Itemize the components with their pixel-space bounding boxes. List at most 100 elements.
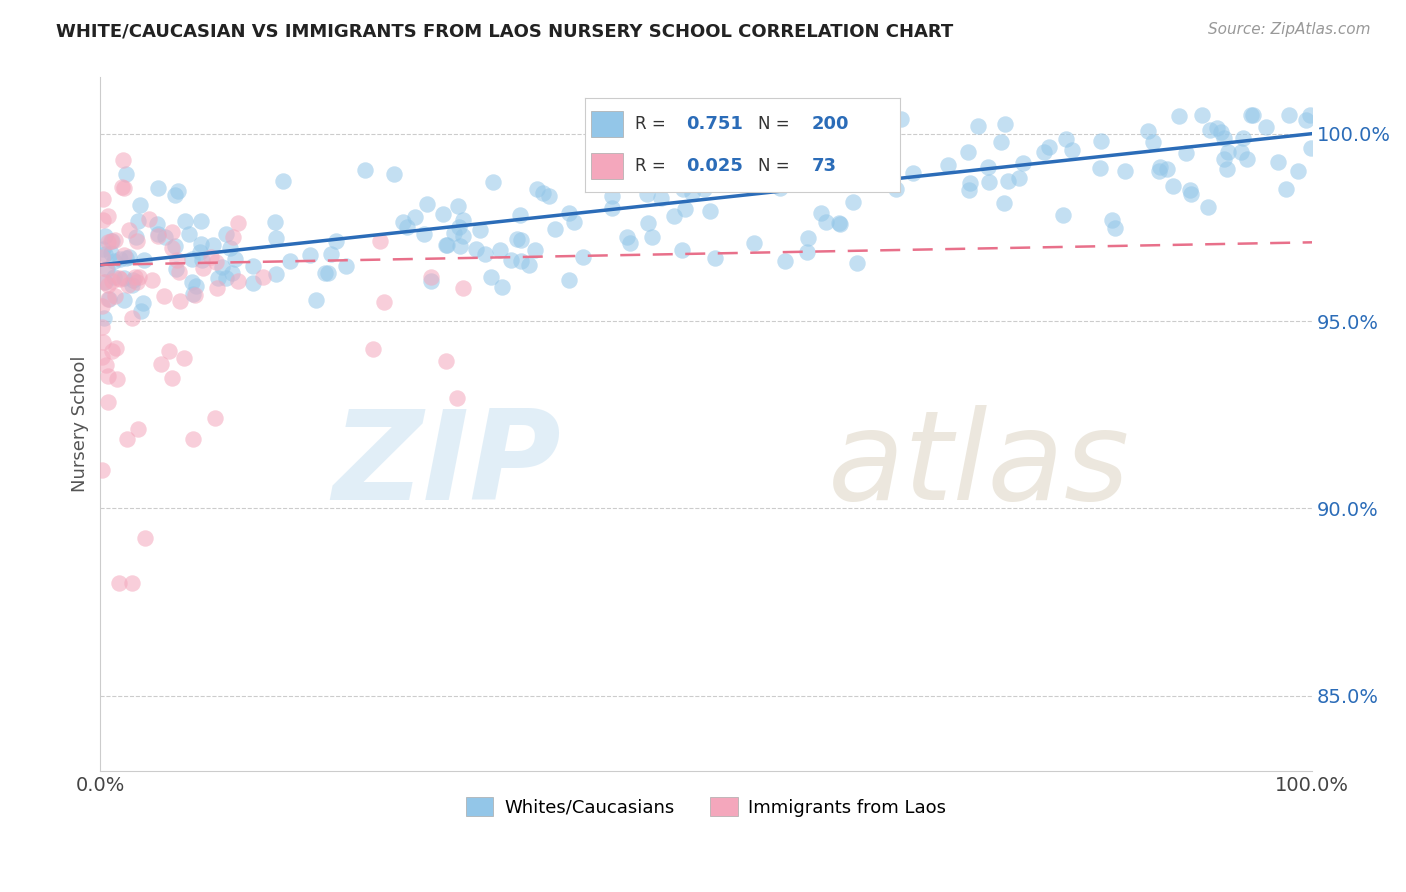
Point <box>509 209 531 223</box>
Point <box>420 274 443 288</box>
Point <box>449 220 471 235</box>
Point <box>1299 140 1322 154</box>
Point <box>314 266 336 280</box>
Point <box>524 243 547 257</box>
Point <box>112 181 135 195</box>
Point <box>110 272 132 286</box>
Point <box>1299 108 1322 122</box>
Point <box>1156 161 1178 176</box>
Point <box>1167 109 1189 123</box>
Point <box>173 351 195 366</box>
Point <box>226 216 249 230</box>
Point <box>101 343 124 358</box>
Point <box>266 267 288 281</box>
Point <box>637 216 659 230</box>
Point <box>1180 186 1202 201</box>
Point <box>382 167 405 181</box>
Point <box>650 191 672 205</box>
Point <box>112 153 135 167</box>
Point <box>572 250 595 264</box>
Point <box>517 258 540 272</box>
Point <box>783 108 806 122</box>
Point <box>436 237 458 252</box>
Point <box>451 281 474 295</box>
Point <box>509 233 531 247</box>
Point <box>619 235 641 250</box>
Point <box>509 253 531 268</box>
Point <box>990 136 1012 150</box>
Point <box>531 186 554 200</box>
Point <box>506 232 529 246</box>
Point <box>131 303 153 318</box>
Point <box>152 288 174 302</box>
Point <box>693 182 716 196</box>
Point <box>127 214 149 228</box>
Point <box>544 222 567 236</box>
Point <box>841 194 863 209</box>
Point <box>672 164 695 178</box>
Point <box>112 293 135 307</box>
Point <box>114 251 136 265</box>
Point <box>672 181 695 195</box>
Point <box>90 299 112 313</box>
Point <box>153 229 176 244</box>
Point <box>501 252 523 267</box>
Point <box>103 270 125 285</box>
Point <box>890 112 912 126</box>
Point <box>127 275 149 289</box>
Point <box>1241 108 1264 122</box>
Point <box>901 166 924 180</box>
Point <box>105 372 128 386</box>
Point <box>453 212 475 227</box>
Point <box>271 174 294 188</box>
Point <box>1191 108 1213 122</box>
Point <box>132 296 155 310</box>
Point <box>1090 134 1112 148</box>
Point <box>160 241 183 255</box>
Point <box>446 392 468 406</box>
Point <box>830 218 852 232</box>
Point <box>321 247 343 261</box>
Point <box>96 261 118 276</box>
Point <box>125 234 148 248</box>
Point <box>205 281 228 295</box>
Point <box>404 210 426 224</box>
Point <box>1274 182 1296 196</box>
Point <box>111 180 134 194</box>
Point <box>1216 145 1239 159</box>
Point <box>200 250 222 264</box>
Point <box>325 234 347 248</box>
Point <box>90 250 112 264</box>
Point <box>446 199 468 213</box>
Point <box>97 395 120 409</box>
Point <box>1199 123 1222 137</box>
Point <box>810 206 832 220</box>
Point <box>242 259 264 273</box>
Point <box>616 229 638 244</box>
Point <box>1205 121 1227 136</box>
Point <box>1147 163 1170 178</box>
Point <box>103 254 125 268</box>
Point <box>1142 135 1164 149</box>
Point <box>1232 131 1254 145</box>
Point <box>165 187 187 202</box>
Point <box>191 253 214 268</box>
Point <box>211 260 233 275</box>
Point <box>163 239 186 253</box>
Point <box>796 231 818 245</box>
Point <box>1052 208 1074 222</box>
Point <box>851 108 873 122</box>
Point <box>96 262 118 277</box>
Point <box>432 207 454 221</box>
Point <box>482 175 505 189</box>
Point <box>207 270 229 285</box>
Point <box>413 227 436 241</box>
Point <box>128 269 150 284</box>
Point <box>977 175 1000 189</box>
Point <box>93 311 115 326</box>
Point <box>90 319 112 334</box>
Point <box>115 432 138 446</box>
Point <box>773 253 796 268</box>
Point <box>956 145 979 159</box>
Point <box>1137 124 1160 138</box>
